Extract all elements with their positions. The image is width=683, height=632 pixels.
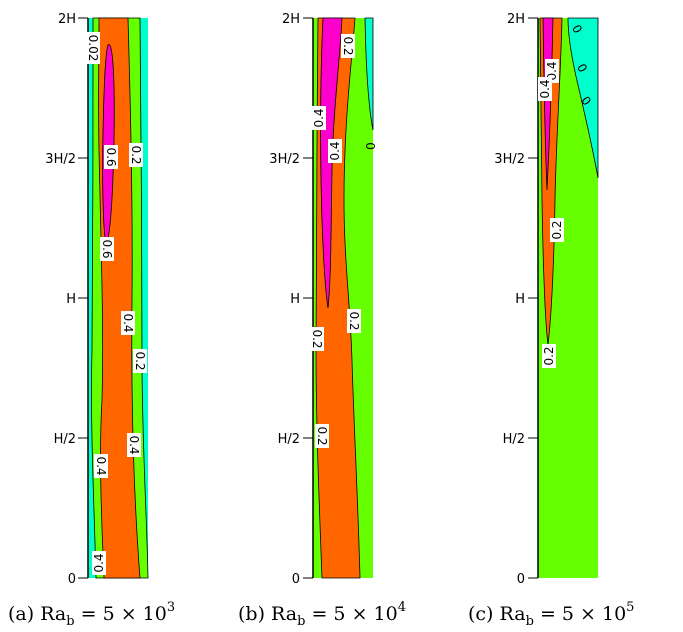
panel-a-contour-label-7: 0.4 bbox=[127, 433, 141, 457]
panel-c-y-ticks: 2H 3H/2 H H/2 0 bbox=[494, 12, 538, 587]
panel-b-tick-3h2: 3H/2 bbox=[269, 152, 300, 167]
panel-a-contour-label-9: 0.4 bbox=[92, 551, 106, 575]
panel-a-contour-label-5: 0.4 bbox=[121, 311, 135, 335]
svg-text:0.6: 0.6 bbox=[104, 147, 118, 166]
panel-b-contour-label-2: 0.4 bbox=[312, 106, 326, 130]
panel-a-contour-label-2: 0.6 bbox=[104, 145, 118, 169]
panel-b-y-ticks: 2H 3H/2 H H/2 0 bbox=[269, 12, 313, 587]
panel-a: 0.02 0.6 0.2 0.6 0.4 0.2 0.4 0.4 bbox=[8, 12, 175, 629]
svg-text:0.2: 0.2 bbox=[315, 426, 329, 445]
panel-b-cyan-region bbox=[364, 17, 374, 131]
panel-c-cyan-region bbox=[567, 17, 599, 179]
svg-text:0.4: 0.4 bbox=[312, 108, 326, 127]
svg-text:0.6: 0.6 bbox=[100, 239, 114, 258]
panel-a-tick-h2: H/2 bbox=[54, 432, 76, 447]
panel-c: 0 0 0 0.4 0.4 0.2 0.2 2H bbox=[468, 12, 634, 629]
svg-text:0.4: 0.4 bbox=[538, 79, 552, 98]
svg-text:0.4: 0.4 bbox=[127, 435, 141, 454]
panel-b-contour-label-4: 0 bbox=[363, 142, 377, 150]
panel-c-contour-label-6: 0.2 bbox=[550, 218, 564, 242]
svg-text:0.4: 0.4 bbox=[328, 141, 342, 160]
panel-b-contour-label-3: 0.4 bbox=[328, 139, 342, 163]
svg-text:0.2: 0.2 bbox=[347, 311, 361, 330]
panel-b-tick-h2: H/2 bbox=[278, 432, 300, 447]
panel-c-caption: (c) Rab = 5 × 105 bbox=[468, 600, 634, 629]
panel-b-contour-label-7: 0.2 bbox=[315, 424, 329, 448]
panel-a-tick-h: H bbox=[66, 292, 76, 307]
panel-b-contour-label-6: 0.2 bbox=[310, 327, 324, 351]
panel-b-contour-label-5: 0.2 bbox=[347, 309, 361, 333]
panel-b-tick-h: H bbox=[290, 292, 300, 307]
panel-a-tick-0: 0 bbox=[68, 572, 76, 587]
svg-text:0.2: 0.2 bbox=[341, 36, 355, 55]
svg-text:0.4: 0.4 bbox=[94, 456, 108, 475]
panel-a-contour-label-3: 0.2 bbox=[129, 143, 143, 167]
svg-text:0.2: 0.2 bbox=[542, 346, 556, 365]
panel-c-contour-label-5: 0.4 bbox=[538, 77, 552, 101]
svg-text:0: 0 bbox=[363, 142, 377, 150]
panel-c-contour-label-7: 0.2 bbox=[542, 344, 556, 368]
svg-text:0.2: 0.2 bbox=[310, 329, 324, 348]
panel-b-tick-0: 0 bbox=[292, 572, 300, 587]
svg-text:0.4: 0.4 bbox=[92, 553, 106, 572]
panel-b: 0.2 0.4 0.4 0 0.2 0.2 0.2 bbox=[238, 12, 406, 629]
svg-text:0.2: 0.2 bbox=[550, 220, 564, 239]
panel-a-tick-2h: 2H bbox=[58, 12, 76, 27]
svg-text:0.4: 0.4 bbox=[121, 313, 135, 332]
panel-a-contour-label-8: 0.4 bbox=[94, 454, 108, 478]
svg-text:0.02: 0.02 bbox=[86, 35, 100, 62]
panel-c-tick-h2: H/2 bbox=[503, 432, 525, 447]
panel-a-contour-label-4: 0.6 bbox=[100, 237, 114, 261]
panel-a-caption: (a) Rab = 5 × 103 bbox=[8, 600, 175, 629]
panel-c-tick-0: 0 bbox=[517, 572, 525, 587]
panel-a-contour-label-6: 0.2 bbox=[133, 349, 147, 373]
svg-text:0.4: 0.4 bbox=[545, 61, 559, 80]
panel-c-tick-h: H bbox=[515, 292, 525, 307]
svg-text:0.2: 0.2 bbox=[133, 351, 147, 370]
panel-b-contour-label-1: 0.2 bbox=[341, 34, 355, 58]
svg-text:0.2: 0.2 bbox=[129, 145, 143, 164]
panel-a-y-ticks: 2H 3H/2 H H/2 0 bbox=[45, 12, 88, 587]
panel-a-contour-label-1: 0.02 bbox=[86, 32, 100, 64]
panel-c-tick-3h2: 3H/2 bbox=[494, 152, 525, 167]
panel-b-caption: (b) Rab = 5 × 104 bbox=[238, 600, 406, 629]
panel-a-tick-3h2: 3H/2 bbox=[45, 152, 76, 167]
panel-b-tick-2h: 2H bbox=[282, 12, 300, 27]
panel-c-tick-2h: 2H bbox=[507, 12, 525, 27]
